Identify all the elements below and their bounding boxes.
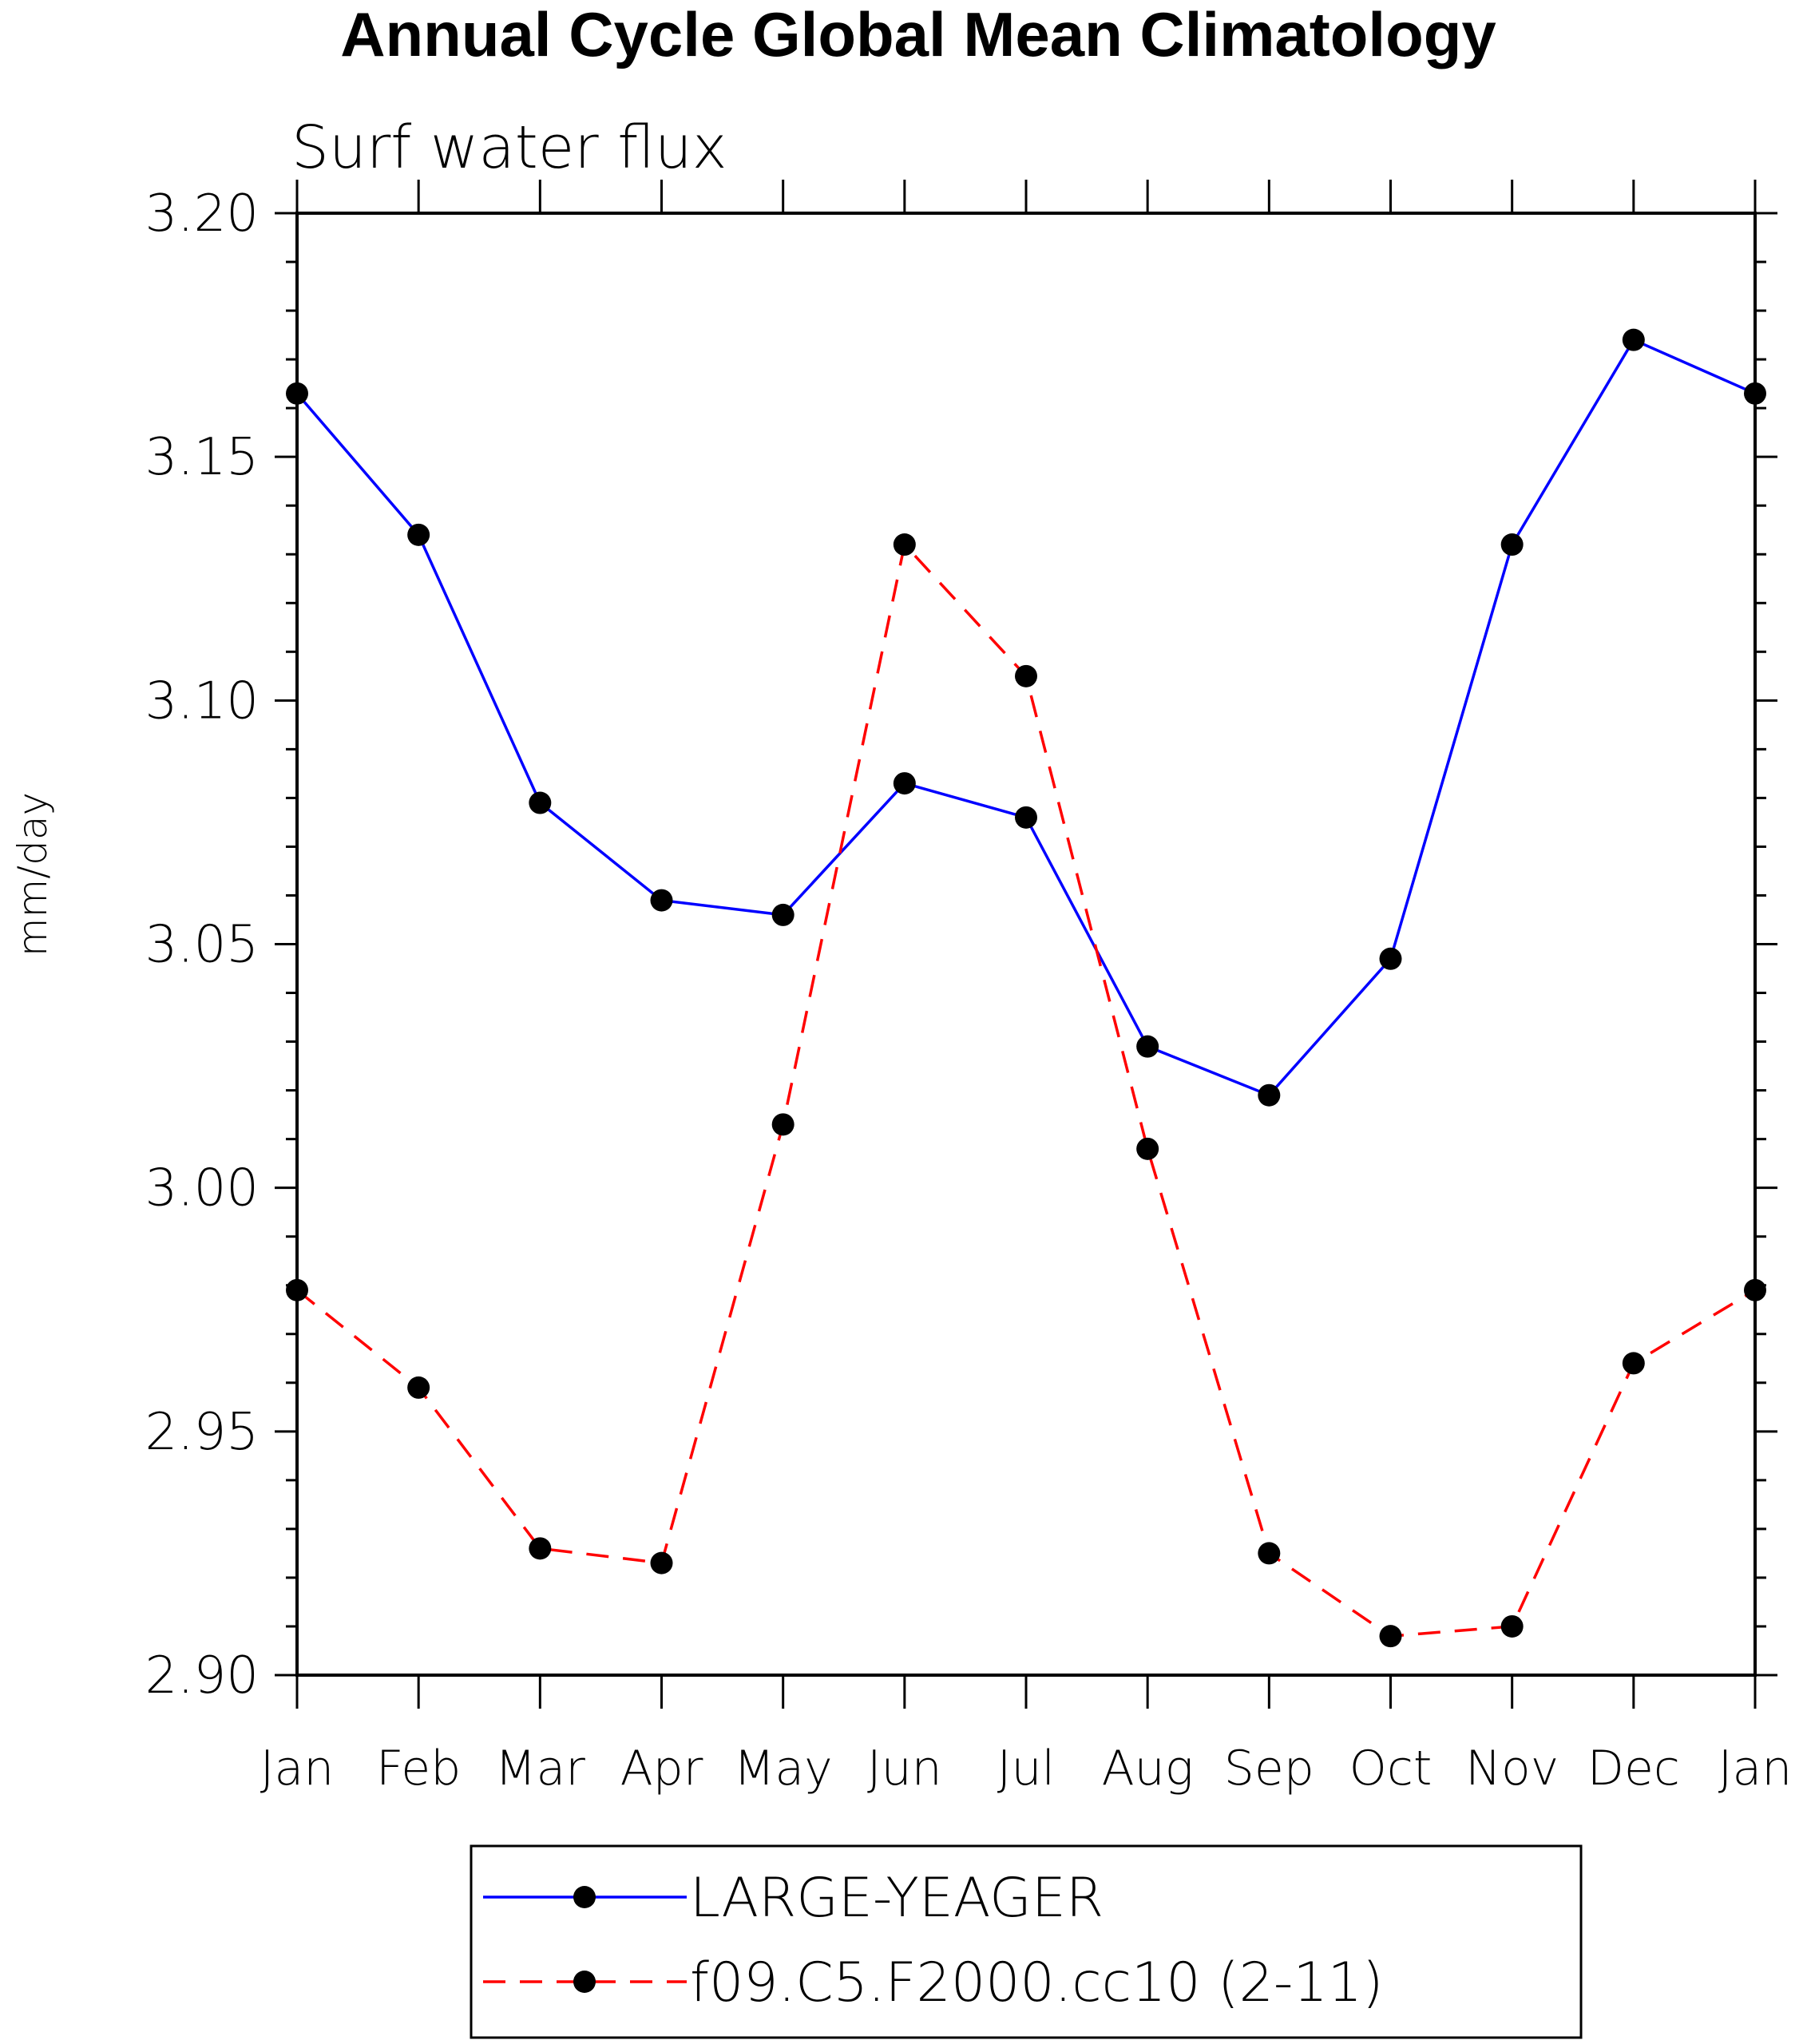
x-tick-label: Mar: [495, 1741, 586, 1796]
legend: LARGE-YEAGER f09.C5.F2000.cc10 (2-11): [470, 1844, 1583, 2039]
x-tick-label: Sep: [1224, 1741, 1314, 1796]
plot-frame: [295, 212, 1757, 1677]
x-tick-label: Jul: [997, 1741, 1055, 1796]
y-tick-label: 3.15: [145, 428, 260, 487]
x-tick-labels: Jan Feb Mar Apr May Jun Jul Aug Sep Oct Nov Dec Jan: [260, 1741, 1793, 1796]
series-1-point: [893, 533, 916, 557]
y-tick-label: 3.10: [145, 671, 260, 731]
chart-title: Annual Cycle Global Mean Climatology: [340, 0, 1496, 69]
series-0-point: [407, 523, 430, 546]
legend-marker: [573, 1886, 596, 1908]
x-tick-label: Aug: [1102, 1741, 1194, 1796]
chart-subtitle: Surf water flux: [291, 113, 727, 182]
y-tick-label: 2.95: [145, 1403, 260, 1462]
series-1-point: [650, 1551, 673, 1575]
x-tick-label: Jan: [260, 1741, 335, 1796]
y-tick-label: 3.05: [145, 916, 260, 975]
series-1-point: [529, 1537, 552, 1560]
y-tick-label: 2.90: [145, 1646, 260, 1705]
x-tick-label: Apr: [620, 1741, 703, 1796]
series-0-point: [1622, 328, 1645, 351]
legend-label: LARGE-YEAGER: [690, 1867, 1104, 1930]
x-tick-label: Jun: [867, 1741, 942, 1796]
legend-entries: LARGE-YEAGER f09.C5.F2000.cc10 (2-11): [483, 1867, 1384, 2014]
axis-ticks: [275, 180, 1777, 1709]
series-0-point: [1379, 947, 1402, 970]
series-1-point: [1622, 1352, 1645, 1375]
series-line-1: [295, 541, 1756, 1638]
y-tick-label: 3.20: [145, 184, 260, 244]
legend-box: [470, 1844, 1583, 2039]
legend-label: f09.C5.F2000.cc10 (2-11): [690, 1951, 1384, 2014]
series-0-point: [1258, 1083, 1281, 1107]
series-1-point: [1258, 1542, 1281, 1565]
series-0-point: [1500, 533, 1524, 557]
series-1-point: [407, 1376, 430, 1399]
series-0-point: [650, 889, 673, 912]
x-tick-label: Nov: [1465, 1741, 1559, 1796]
y-tick-labels: 2.90 2.95 3.00 3.05 3.10 3.15 3.20: [145, 184, 260, 1705]
series-0-point: [893, 772, 916, 795]
series-1-point: [771, 1113, 795, 1136]
x-tick-label: Oct: [1349, 1741, 1432, 1796]
x-tick-label: Feb: [376, 1741, 461, 1796]
series-0-point: [771, 903, 795, 926]
x-tick-label: May: [734, 1741, 833, 1796]
series-1-point: [1379, 1625, 1402, 1648]
x-tick-label: Dec: [1587, 1741, 1680, 1796]
series-1-point: [1136, 1137, 1159, 1160]
series-1-point: [1500, 1614, 1524, 1638]
x-tick-label: Jan: [1718, 1741, 1793, 1796]
series-line-0: [295, 338, 1756, 1097]
series-0-point: [1015, 806, 1037, 829]
y-tick-label: 3.00: [145, 1159, 260, 1218]
y-axis-label: mm/day: [10, 792, 56, 957]
series-0-point: [1136, 1035, 1159, 1058]
legend-marker: [573, 1971, 596, 1993]
series-layer: [286, 328, 1766, 1648]
series-1-point: [1015, 664, 1037, 687]
series-0-point: [529, 791, 552, 814]
